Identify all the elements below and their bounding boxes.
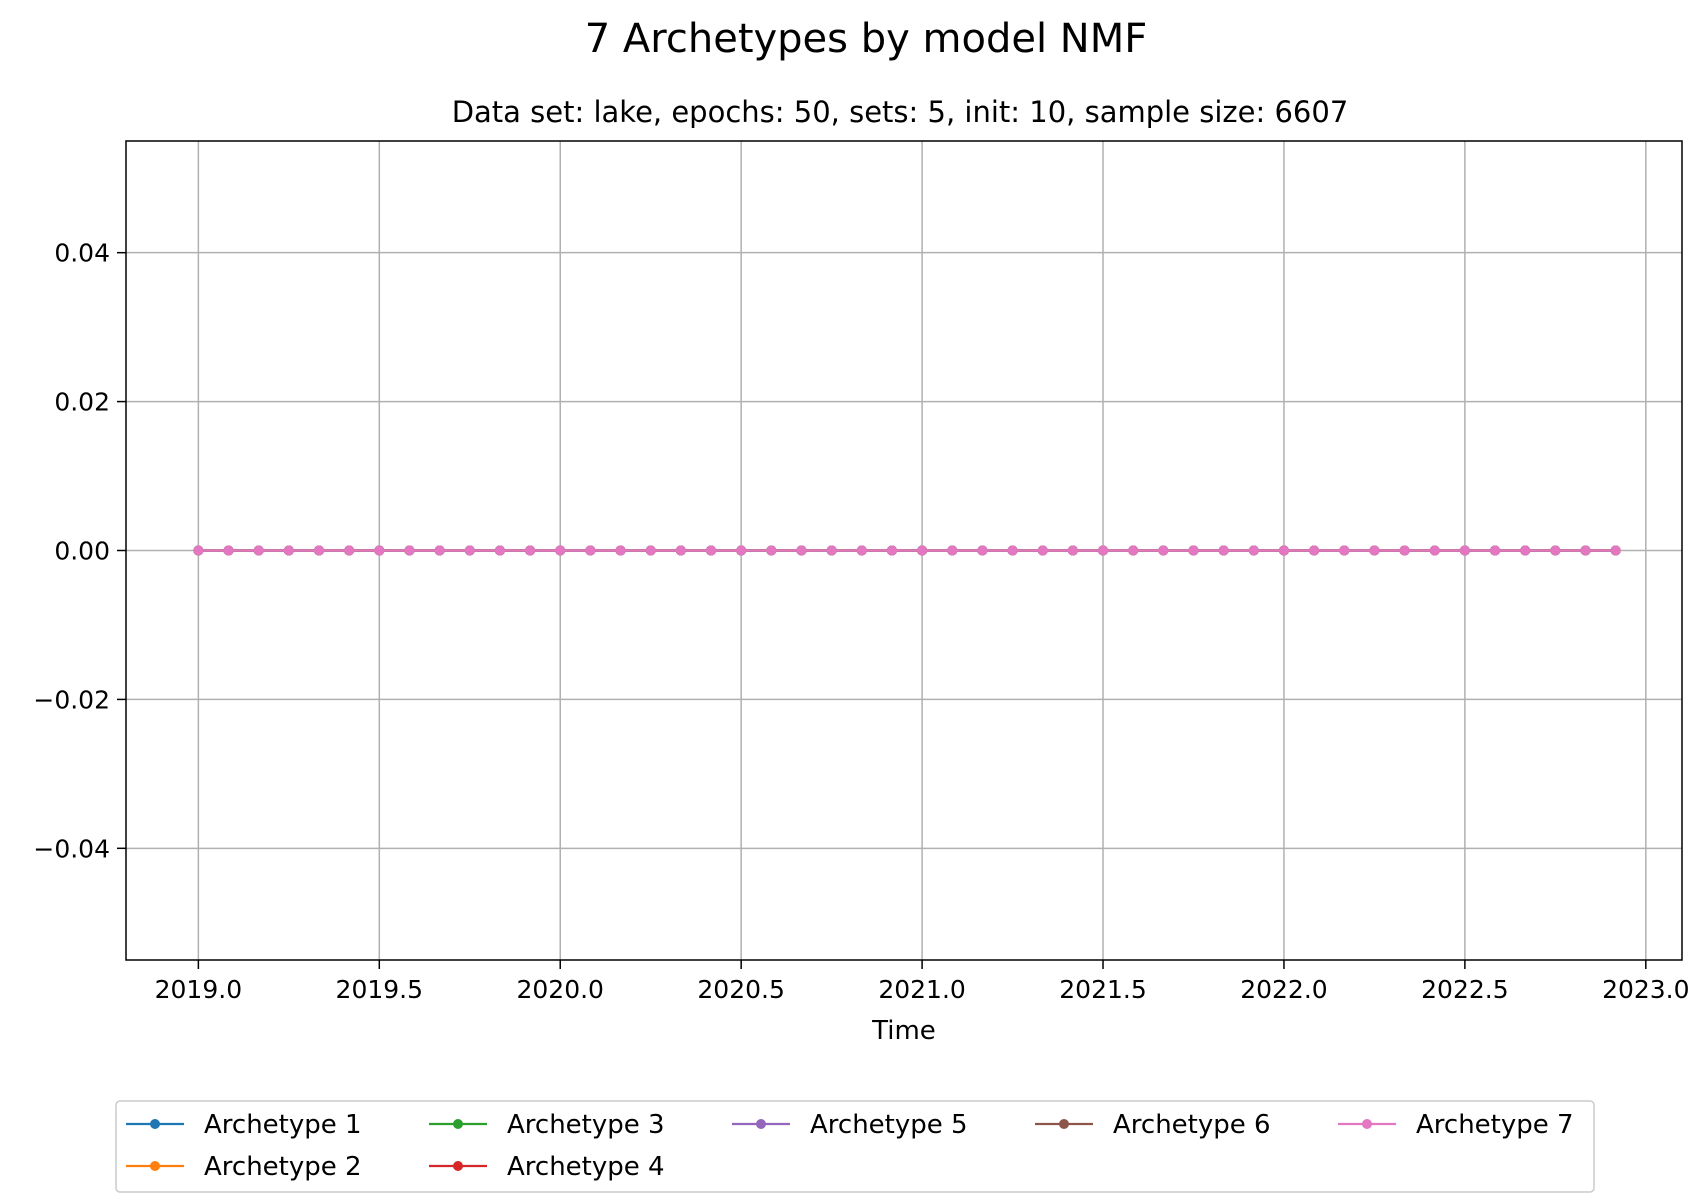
x-tick-label: 2020.0 xyxy=(516,975,603,1004)
data-point xyxy=(1218,545,1229,556)
y-tick-label: −0.04 xyxy=(33,834,110,863)
data-point xyxy=(1007,545,1018,556)
legend-marker xyxy=(453,1119,463,1129)
data-point xyxy=(434,545,445,556)
data-point xyxy=(525,545,536,556)
data-point xyxy=(675,545,686,556)
x-tick-label: 2021.0 xyxy=(878,975,965,1004)
x-tick-label: 2023.0 xyxy=(1602,975,1689,1004)
data-point xyxy=(193,545,204,556)
x-tick-label: 2022.5 xyxy=(1421,975,1508,1004)
data-point xyxy=(494,545,505,556)
data-point xyxy=(585,545,596,556)
legend-item: Archetype 1 xyxy=(126,1110,362,1140)
data-point xyxy=(253,545,264,556)
data-point xyxy=(1459,545,1470,556)
data-point xyxy=(856,545,867,556)
data-point xyxy=(344,545,355,556)
legend-label: Archetype 2 xyxy=(204,1152,362,1182)
legend-marker xyxy=(453,1161,463,1171)
chart-subtitle: Data set: lake, epochs: 50, sets: 5, ini… xyxy=(452,95,1349,129)
legend: Archetype 1 Archetype 2 Archetype 3 Archety… xyxy=(115,1100,1595,1193)
series-layer xyxy=(193,545,1621,556)
legend-marker xyxy=(1362,1119,1372,1129)
data-point xyxy=(1309,545,1320,556)
legend-label: Archetype 6 xyxy=(1113,1110,1271,1140)
y-tick-label: 0.04 xyxy=(54,239,110,268)
data-point xyxy=(223,545,234,556)
x-tick-label: 2019.0 xyxy=(155,975,242,1004)
data-point xyxy=(645,545,656,556)
data-point xyxy=(1067,545,1078,556)
data-point xyxy=(1188,545,1199,556)
x-tick-label: 2021.5 xyxy=(1059,975,1146,1004)
data-point xyxy=(736,545,747,556)
legend-label: Archetype 5 xyxy=(810,1110,968,1140)
data-point xyxy=(796,545,807,556)
data-point xyxy=(615,545,626,556)
data-point xyxy=(1248,545,1259,556)
legend-marker xyxy=(150,1161,160,1171)
data-point xyxy=(1128,545,1139,556)
data-point xyxy=(947,545,958,556)
x-axis: 2019.0 2019.5 2020.0 2020.5 2021.0 2021.5 2022… xyxy=(155,960,1690,1004)
data-point xyxy=(977,545,988,556)
x-tick-label: 2020.5 xyxy=(697,975,784,1004)
x-tick-label: 2019.5 xyxy=(336,975,423,1004)
legend-label: Archetype 4 xyxy=(507,1152,665,1182)
legend-label: Archetype 1 xyxy=(204,1110,362,1140)
data-point xyxy=(1610,545,1621,556)
data-point xyxy=(886,545,897,556)
legend-item: Archetype 4 xyxy=(429,1152,665,1182)
x-tick-label: 2022.0 xyxy=(1240,975,1327,1004)
legend-label: Archetype 3 xyxy=(507,1110,665,1140)
data-point xyxy=(826,545,837,556)
data-point xyxy=(313,545,324,556)
data-point xyxy=(374,545,385,556)
data-point xyxy=(766,545,777,556)
y-tick-label: 0.00 xyxy=(54,537,110,566)
data-point xyxy=(1037,545,1048,556)
data-point xyxy=(1339,545,1350,556)
data-point xyxy=(1399,545,1410,556)
data-point xyxy=(1278,545,1289,556)
data-point xyxy=(555,545,566,556)
legend-item: Archetype 3 xyxy=(429,1110,665,1140)
data-point xyxy=(1369,545,1380,556)
data-point xyxy=(1490,545,1501,556)
data-point xyxy=(1550,545,1561,556)
data-point xyxy=(1580,545,1591,556)
legend-marker xyxy=(150,1119,160,1129)
legend-label: Archetype 7 xyxy=(1416,1110,1574,1140)
legend-marker xyxy=(756,1119,766,1129)
y-tick-label: 0.02 xyxy=(54,388,110,417)
data-point xyxy=(917,545,928,556)
series-7 xyxy=(193,545,1621,556)
legend-item: Archetype 2 xyxy=(126,1152,362,1182)
legend-item: Archetype 5 xyxy=(732,1110,968,1140)
legend-marker xyxy=(1059,1119,1069,1129)
data-point xyxy=(1158,545,1169,556)
data-point xyxy=(1098,545,1109,556)
data-point xyxy=(464,545,475,556)
y-tick-label: −0.02 xyxy=(33,685,110,714)
data-point xyxy=(283,545,294,556)
data-point xyxy=(706,545,717,556)
chart-title: 7 Archetypes by model NMF xyxy=(585,16,1147,62)
x-axis-label: Time xyxy=(871,1016,936,1046)
legend-item: Archetype 6 xyxy=(1035,1110,1271,1140)
y-axis: 0.04 0.02 0.00 −0.02 −0.04 xyxy=(33,239,126,863)
data-point xyxy=(1429,545,1440,556)
data-point xyxy=(1520,545,1531,556)
legend-item: Archetype 7 xyxy=(1338,1110,1574,1140)
data-point xyxy=(404,545,415,556)
